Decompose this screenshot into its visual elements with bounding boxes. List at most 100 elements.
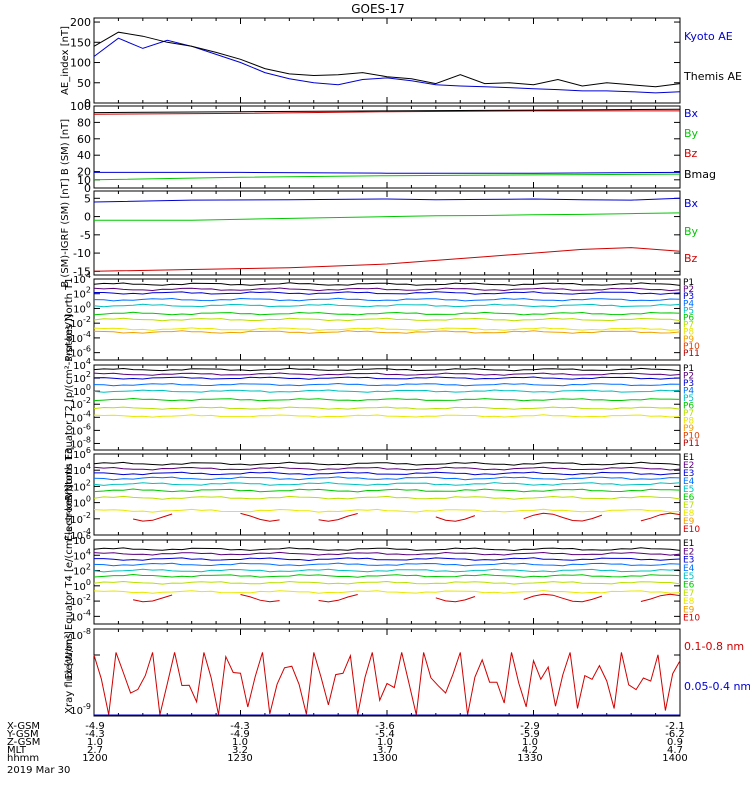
legend-p6: P6 xyxy=(683,314,694,324)
y-tick-label: 20 xyxy=(77,166,91,179)
legend-e6: E6 xyxy=(683,581,695,591)
series-themis-ae xyxy=(93,31,681,88)
flux-channel-10-fragment xyxy=(640,512,681,522)
orbit-value: 1200 xyxy=(82,753,107,764)
y-axis-label: Electrons North T3 xyxy=(64,448,75,541)
legend-e5: E5 xyxy=(683,572,694,582)
legend-p9: P9 xyxy=(683,335,694,345)
orbit-row-label: hhmm xyxy=(7,753,39,764)
orbit-date: 2019 Mar 30 xyxy=(7,765,70,776)
legend-e3: E3 xyxy=(683,469,694,479)
legend-p5: P5 xyxy=(683,306,694,316)
panel-frame xyxy=(93,17,681,104)
flux-channel-8 xyxy=(93,327,681,331)
legend-p2: P2 xyxy=(683,372,694,382)
orbit-value: 1.0 xyxy=(522,737,538,748)
orbit-value: 0.9 xyxy=(667,737,683,748)
legend-kyoto-ae: Kyoto AE xyxy=(684,30,733,43)
y-tick-label: 104 xyxy=(73,547,91,562)
flux-channel-4 xyxy=(93,297,681,302)
legend-bx: Bx xyxy=(684,197,699,210)
flux-channel-2 xyxy=(93,372,681,376)
flux-channel-6 xyxy=(93,488,681,493)
y-tick-label: 10-2 xyxy=(70,315,91,330)
y-tick-label: 10-4 xyxy=(70,527,91,542)
series-xray-long xyxy=(93,652,681,715)
legend-bx: Bx xyxy=(684,107,699,120)
y-tick-label: 50 xyxy=(77,77,91,90)
series-by xyxy=(94,212,681,221)
y-tick-label: 100 xyxy=(73,578,91,593)
orbit-value: 3.2 xyxy=(232,745,248,756)
series-bx xyxy=(93,197,681,203)
flux-channel-10-fragment xyxy=(240,512,280,522)
y-tick-label: 10-2 xyxy=(70,593,91,608)
flux-channel-1 xyxy=(93,547,681,552)
orbit-value: -4.3 xyxy=(85,729,105,740)
y-tick-label: 150 xyxy=(70,36,91,49)
orbit-value: 1.0 xyxy=(377,737,393,748)
orbit-value: 1.0 xyxy=(232,737,248,748)
flux-channel-2 xyxy=(93,466,681,471)
series-bmag xyxy=(93,108,681,114)
legend-themis-ae: Themis AE xyxy=(683,70,742,83)
legend-e3: E3 xyxy=(683,556,694,566)
orbit-value: 4.7 xyxy=(667,745,683,756)
legend-e10: E10 xyxy=(683,614,700,624)
y-tick-label: 100 xyxy=(70,100,91,113)
orbit-value: 1400 xyxy=(662,753,687,764)
legend-p1: P1 xyxy=(683,364,694,374)
panel-frame xyxy=(93,278,681,361)
orbit-value: -5.9 xyxy=(520,729,540,740)
y-tick-label: 5 xyxy=(84,192,91,205)
flux-channel-10-fragment xyxy=(523,593,603,603)
legend-e1: E1 xyxy=(683,539,694,549)
legend-xray-short: 0.05-0.4 nm xyxy=(684,680,750,693)
y-tick-label: 102 xyxy=(73,286,91,301)
legend-bmag: Bmag xyxy=(684,168,716,181)
flux-channel-10-fragment xyxy=(132,594,173,603)
flux-channel-3 xyxy=(93,376,681,380)
flux-channel-8 xyxy=(93,414,681,418)
plot-title: GOES-17 xyxy=(351,2,405,16)
y-tick-label: -10 xyxy=(73,247,91,260)
flux-channel-8 xyxy=(93,590,681,594)
flux-channel-10-fragment xyxy=(132,513,173,522)
flux-channel-10-fragment xyxy=(318,594,358,603)
flux-channel-5 xyxy=(93,568,681,573)
y-tick-label: 0 xyxy=(84,182,91,195)
legend-e8: E8 xyxy=(683,597,695,607)
flux-channel-10-fragment xyxy=(523,512,603,522)
y-tick-label: 100 xyxy=(73,495,91,510)
legend-p3: P3 xyxy=(683,292,694,302)
orbit-value: -2.1 xyxy=(665,721,685,732)
orbit-value: -4.3 xyxy=(230,721,250,732)
legend-e7: E7 xyxy=(683,589,694,599)
flux-channel-10-fragment xyxy=(640,593,681,602)
legend-e10: E10 xyxy=(683,525,700,535)
legend-e8: E8 xyxy=(683,509,695,519)
y-tick-label: 10-2 xyxy=(70,396,91,411)
y-tick-label: 10-4 xyxy=(70,608,91,623)
y-tick-label: 10 xyxy=(77,174,91,187)
y-tick-label: 10-4 xyxy=(70,330,91,345)
orbit-value: 1300 xyxy=(372,753,397,764)
y-tick-label: 10-9 xyxy=(70,702,91,717)
y-tick-label: -5 xyxy=(80,229,91,242)
panel-frame xyxy=(93,628,681,717)
flux-channel-10-fragment xyxy=(435,596,476,603)
flux-channel-7 xyxy=(93,406,681,410)
legend-p10: P10 xyxy=(683,342,700,352)
legend-e4: E4 xyxy=(683,477,695,487)
legend-e4: E4 xyxy=(683,564,695,574)
orbit-value: -3.6 xyxy=(375,721,395,732)
flux-channel-5 xyxy=(93,303,681,308)
series-bx xyxy=(94,171,681,174)
flux-channel-8 xyxy=(93,508,681,513)
legend-bz: Bz xyxy=(684,252,698,265)
legend-e2: E2 xyxy=(683,461,694,471)
legend-p3: P3 xyxy=(683,379,694,389)
